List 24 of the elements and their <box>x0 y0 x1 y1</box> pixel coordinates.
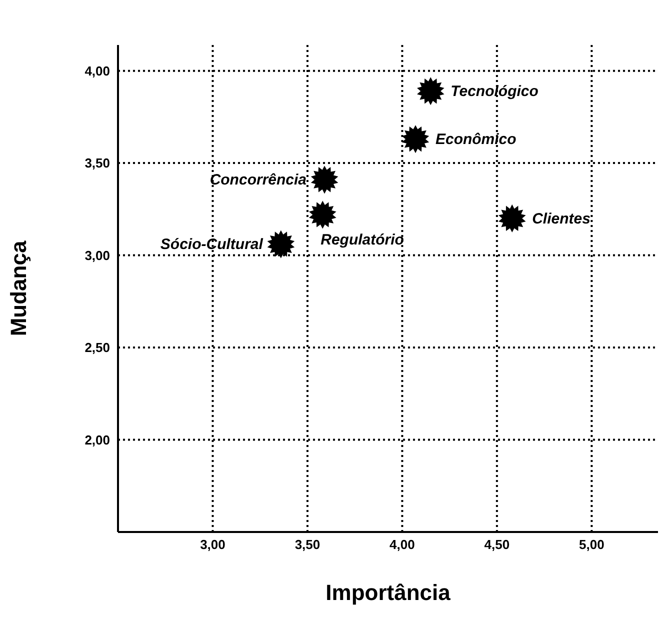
point <box>402 125 430 154</box>
x-tick-label: 4,50 <box>484 537 510 552</box>
y-tick-label: 3,00 <box>84 248 110 263</box>
y-tick-label: 4,00 <box>84 63 110 78</box>
x-tick-label: 3,50 <box>294 537 320 552</box>
point <box>267 230 295 258</box>
y-tick-label: 2,00 <box>84 432 110 448</box>
annotation: Regulatório <box>320 232 404 249</box>
x-tick-label: 3,00 <box>200 537 226 552</box>
point <box>417 77 444 106</box>
annotation: Concorrência <box>210 172 307 189</box>
annotation: Tecnológico <box>450 83 538 100</box>
x-tick-label: 5,00 <box>579 537 604 552</box>
y-tick-label: 2,50 <box>84 340 110 356</box>
y-axis-title: Mudança <box>6 240 31 336</box>
x-axis-title: Importância <box>326 580 452 605</box>
y-tick-label: 3,50 <box>84 156 110 171</box>
annotation: Sócio-Cultural <box>160 236 264 254</box>
x-tick-label: 4,00 <box>390 537 415 552</box>
point <box>309 200 336 229</box>
point <box>498 204 526 232</box>
annotation: Clientes <box>532 210 590 228</box>
annotation: Econômico <box>435 131 516 148</box>
point <box>310 166 338 194</box>
